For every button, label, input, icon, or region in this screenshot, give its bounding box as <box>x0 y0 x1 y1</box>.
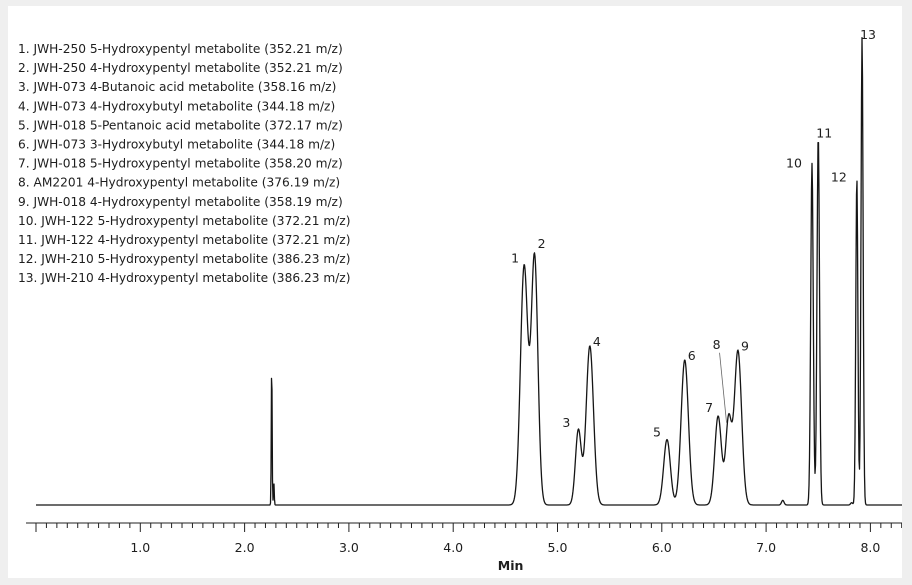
peak-label-1: 1 <box>511 250 519 265</box>
legend-entry: 4. JWH-073 4-Hydroxybutyl metabolite (34… <box>18 99 335 113</box>
legend-entry: 8. AM2201 4-Hydroxypentyl metabolite (37… <box>18 176 340 190</box>
x-tick-label: 5.0 <box>548 540 568 555</box>
legend-entry: 3. JWH-073 4-Butanoic acid metabolite (3… <box>18 80 336 94</box>
peak-label-13: 13 <box>860 27 876 42</box>
peak-label-8: 8 <box>713 337 721 352</box>
peak-label-5: 5 <box>653 424 661 439</box>
legend-entry: 13. JWH-210 4-Hydroxypentyl metabolite (… <box>18 271 350 285</box>
legend-entry: 5. JWH-018 5-Pentanoic acid metabolite (… <box>18 118 343 132</box>
x-tick-label: 2.0 <box>235 540 255 555</box>
x-tick-label: 6.0 <box>652 540 672 555</box>
peak-label-12: 12 <box>831 169 847 184</box>
peak-label-9: 9 <box>741 339 749 354</box>
peak-label-11: 11 <box>816 125 832 140</box>
legend-entry: 10. JWH-122 5-Hydroxypentyl metabolite (… <box>18 214 350 228</box>
peak-label-7: 7 <box>705 400 713 415</box>
x-axis-title: Min <box>498 558 524 573</box>
x-tick-label: 1.0 <box>130 540 150 555</box>
legend-entry: 7. JWH-018 5-Hydroxypentyl metabolite (3… <box>18 157 343 171</box>
peak-label-3: 3 <box>562 415 570 430</box>
legend-entry: 11. JWH-122 4-Hydroxypentyl metabolite (… <box>18 233 350 247</box>
chromatogram-trace <box>35 37 912 506</box>
peak-label-10: 10 <box>786 155 802 170</box>
chromatogram-chart: 1. JWH-250 5-Hydroxypentyl metabolite (3… <box>18 27 912 573</box>
legend-entry: 6. JWH-073 3-Hydroxybutyl metabolite (34… <box>18 138 335 152</box>
x-tick-label: 3.0 <box>339 540 359 555</box>
peak-label-2: 2 <box>538 236 546 251</box>
peak-label-4: 4 <box>593 334 601 349</box>
chart-panel: 1. JWH-250 5-Hydroxypentyl metabolite (3… <box>8 6 912 578</box>
x-axis-ticks <box>35 523 912 532</box>
legend: 1. JWH-250 5-Hydroxypentyl metabolite (3… <box>18 42 350 285</box>
peak-8-leader-line <box>719 352 727 423</box>
legend-entry: 2. JWH-250 4-Hydroxypentyl metabolite (3… <box>18 61 343 75</box>
x-tick-label: 7.0 <box>756 540 776 555</box>
legend-entry: 9. JWH-018 4-Hydroxypentyl metabolite (3… <box>18 195 343 209</box>
legend-entry: 12. JWH-210 5-Hydroxypentyl metabolite (… <box>18 252 350 266</box>
x-axis-tick-labels: 1.0 2.0 3.0 4.0 5.0 6.0 7.0 8.0 <box>130 540 880 555</box>
x-tick-label: 8.0 <box>860 540 880 555</box>
peak-label-6: 6 <box>688 348 696 363</box>
x-tick-label: 4.0 <box>443 540 463 555</box>
legend-entry: 1. JWH-250 5-Hydroxypentyl metabolite (3… <box>18 42 343 56</box>
